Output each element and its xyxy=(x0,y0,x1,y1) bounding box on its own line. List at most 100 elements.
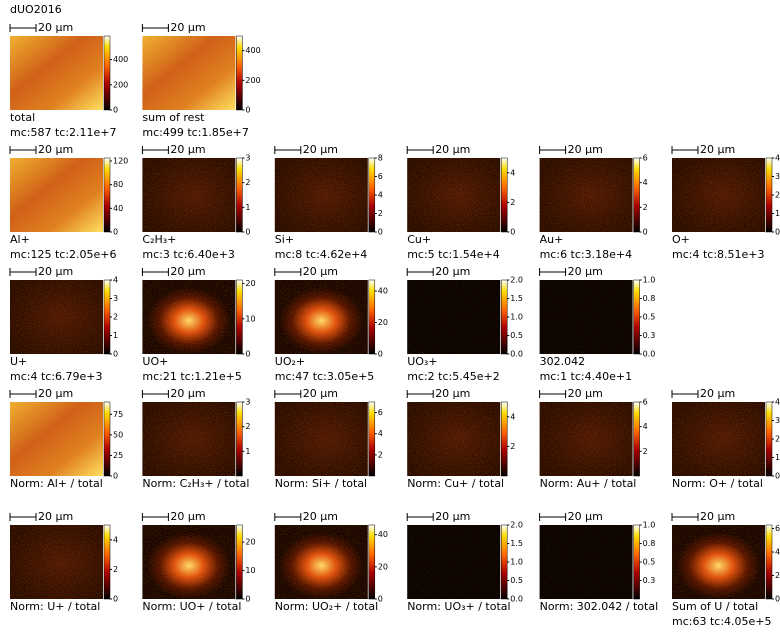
colorbar-tick-label: 2.0 xyxy=(510,276,523,285)
image-label: U+ xyxy=(10,355,27,368)
colorbar-tick-label: 10 xyxy=(245,314,255,323)
colorbar-tick-label: 0 xyxy=(643,228,648,237)
scale-bar-label: 20 µm xyxy=(568,510,603,523)
colorbar-tick-label: 75 xyxy=(113,410,123,419)
colorbar-tick-label: 6 xyxy=(378,408,383,417)
colorbar-tick-label: 6 xyxy=(378,172,383,181)
ion-image xyxy=(10,158,103,232)
image-stats: mc:5 tc:1.54e+4 xyxy=(407,248,500,261)
colorbar-tick-label: 2.0 xyxy=(510,521,523,530)
scale-bar-label: 20 µm xyxy=(700,510,735,523)
scale-bar-label: 20 µm xyxy=(303,143,338,156)
ion-image-noise xyxy=(10,280,103,354)
image-label: Norm: Al+ / total xyxy=(10,477,103,490)
colorbar-tick-label: 2 xyxy=(245,422,250,431)
ion-image-noise xyxy=(407,158,501,232)
colorbar-tick-label: 0 xyxy=(510,228,515,237)
ion-image-noise xyxy=(539,402,633,476)
colorbar-tick-label: 0 xyxy=(113,350,118,359)
colorbar xyxy=(500,524,508,600)
colorbar-tick-label: 8 xyxy=(378,154,383,163)
image-label: Norm: Cu+ / total xyxy=(407,477,504,490)
colorbar-tick-label: 400 xyxy=(245,46,260,55)
colorbar-tick-label: 2 xyxy=(510,198,515,207)
colorbar xyxy=(500,279,508,355)
colorbar xyxy=(368,279,376,355)
ion-image-noise xyxy=(274,402,368,476)
colorbar-tick-label: 0 xyxy=(113,595,118,604)
image-label: Au+ xyxy=(540,233,564,246)
scale-bar-label: 20 µm xyxy=(38,21,73,34)
colorbar xyxy=(103,157,111,233)
image-stats: mc:587 tc:2.11e+7 xyxy=(10,126,117,139)
scale-bar-label: 20 µm xyxy=(170,387,205,400)
colorbar-tick-label: 0.8 xyxy=(643,539,656,548)
colorbar-tick-label: 0 xyxy=(113,106,118,115)
ion-image-noise xyxy=(142,158,236,232)
colorbar-tick-label: 3 xyxy=(245,398,250,407)
image-label: Norm: 302.042 / total xyxy=(540,600,659,613)
colorbar-tick-label: 0 xyxy=(245,350,250,359)
ion-image-noise xyxy=(142,525,236,599)
ion-image-noise xyxy=(142,280,236,354)
image-label: total xyxy=(10,111,35,124)
colorbar xyxy=(633,157,640,233)
colorbar-tick-label: 1.0 xyxy=(510,313,523,322)
colorbar-tick-label: 1 xyxy=(775,453,780,462)
colorbar xyxy=(103,279,111,355)
image-stats: mc:499 tc:1.85e+7 xyxy=(142,126,249,139)
scale-bar-label: 20 µm xyxy=(568,143,603,156)
colorbar-tick-label: 2 xyxy=(113,565,118,574)
ion-image-noise xyxy=(539,280,633,354)
image-stats: mc:8 tc:4.62e+4 xyxy=(275,248,368,261)
colorbar-tick-label: 2 xyxy=(378,209,383,218)
colorbar-tick-label: 40 xyxy=(378,530,388,539)
ion-image-noise xyxy=(274,280,368,354)
scale-bar-label: 20 µm xyxy=(435,387,470,400)
ion-image-noise xyxy=(407,525,501,599)
colorbar-tick-label: 0.5 xyxy=(643,558,656,567)
colorbar-tick-label: 0.5 xyxy=(643,313,656,322)
scale-bar-label: 20 µm xyxy=(568,265,603,278)
image-label: Norm: O+ / total xyxy=(672,477,763,490)
colorbar-tick-label: 40 xyxy=(113,204,123,213)
colorbar-tick-label: 3 xyxy=(775,416,780,425)
colorbar-tick-label: 2 xyxy=(113,313,118,322)
image-stats: mc:2 tc:5.45e+2 xyxy=(407,370,500,383)
colorbar-tick-label: 3 xyxy=(775,172,780,181)
colorbar xyxy=(103,524,111,600)
colorbar-tick-label: 25 xyxy=(113,451,123,460)
colorbar-tick-label: 0 xyxy=(378,595,383,604)
ion-image-noise xyxy=(274,158,368,232)
image-label: Norm: UO+ / total xyxy=(142,600,241,613)
colorbar-tick-label: 0.3 xyxy=(643,576,656,585)
image-label: Al+ xyxy=(10,233,30,246)
colorbar-tick-label: 20 xyxy=(775,571,780,580)
ion-image-noise xyxy=(274,525,368,599)
colorbar-tick-label: 0 xyxy=(378,350,383,359)
colorbar-tick-label: 0 xyxy=(113,472,118,481)
colorbar xyxy=(236,35,243,111)
image-label: O+ xyxy=(672,233,690,246)
image-label: 302.042 xyxy=(540,355,586,368)
colorbar-tick-label: 0 xyxy=(775,228,780,237)
image-label: Si+ xyxy=(275,233,294,246)
colorbar-tick-label: 1 xyxy=(245,203,250,212)
colorbar xyxy=(633,401,640,477)
colorbar-tick-label: 0 xyxy=(113,228,118,237)
image-stats: mc:125 tc:2.05e+6 xyxy=(10,248,117,261)
colorbar-tick-label: 1.0 xyxy=(510,558,523,567)
colorbar-tick-label: 50 xyxy=(113,430,123,439)
scale-bar-label: 20 µm xyxy=(170,265,205,278)
ion-image-noise xyxy=(10,525,103,599)
scale-bar-label: 20 µm xyxy=(568,387,603,400)
scale-bar-label: 20 µm xyxy=(303,265,338,278)
colorbar-tick-label: 60 xyxy=(775,524,780,533)
colorbar-tick-label: 3 xyxy=(113,294,118,303)
colorbar-tick-label: 4 xyxy=(378,191,383,200)
ion-image-noise xyxy=(539,525,633,599)
image-stats: mc:47 tc:3.05e+5 xyxy=(275,370,375,383)
colorbar-tick-label: 3 xyxy=(245,154,250,163)
colorbar xyxy=(500,401,508,477)
colorbar xyxy=(633,524,640,600)
